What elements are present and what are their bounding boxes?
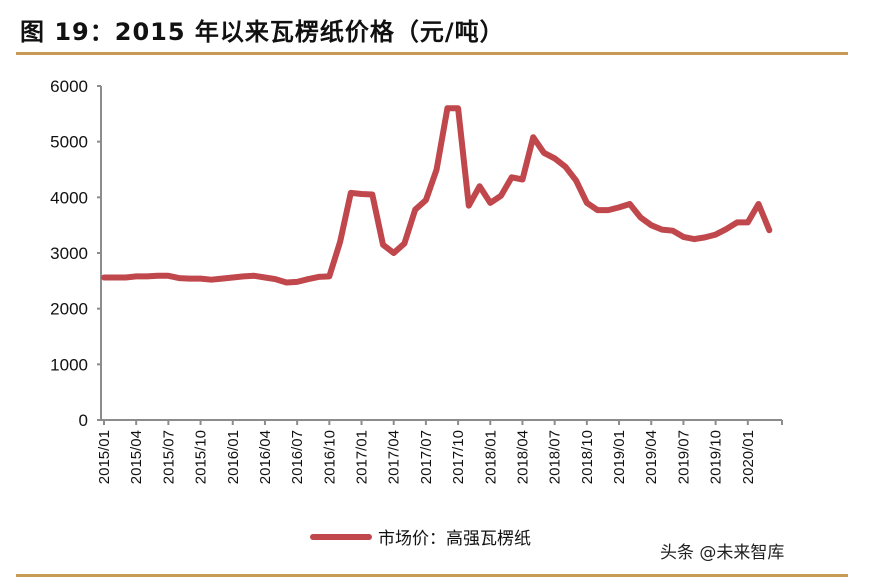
y-axis: 0 1000 2000 3000 4000 5000 6000: [50, 77, 102, 430]
x-tick-label: 2017/07: [418, 430, 435, 484]
x-tick-label: 2018/10: [579, 430, 596, 484]
x-tick-label: 2019/10: [708, 430, 725, 484]
legend-line-swatch: [310, 533, 372, 540]
x-tick-label: 2019/04: [643, 430, 660, 484]
x-tick-label: 2015/07: [160, 430, 177, 484]
x-tick-label: 2017/10: [450, 430, 467, 484]
x-tick-label: 2016/01: [225, 430, 242, 484]
x-tick-label: 2015/10: [193, 430, 210, 484]
price-line: [101, 105, 773, 286]
x-tick-label: 2017/04: [386, 430, 403, 484]
x-tick-label: 2020/01: [740, 430, 757, 484]
x-tick-label: 2019/07: [675, 430, 692, 484]
y-tick-label: 4000: [50, 188, 88, 207]
x-tick-label: 2016/04: [257, 430, 274, 484]
x-tick-label: 2016/07: [289, 430, 306, 484]
chart-title: 图 19：2015 年以来瓦楞纸价格（元/吨）: [20, 18, 505, 46]
y-tick-label: 5000: [50, 133, 88, 152]
x-tick-label: 2019/01: [611, 430, 628, 484]
x-tick-label: 2018/07: [547, 430, 564, 484]
legend-label: 市场价：高强瓦楞纸: [378, 529, 531, 549]
y-tick-label: 1000: [50, 355, 88, 374]
y-tick-label: 0: [79, 411, 88, 430]
legend: 市场价：高强瓦楞纸: [310, 524, 531, 549]
x-tick-label: 2018/01: [482, 430, 499, 484]
x-tick-label: 2017/01: [354, 430, 371, 484]
y-tick-label: 2000: [50, 300, 88, 319]
top-divider: [16, 52, 848, 55]
x-tick-label: 2015/01: [96, 430, 113, 484]
x-axis: 2015/01 2015/04 2015/07 2015/10 2016/01 2016/…: [96, 419, 783, 484]
bottom-divider: [16, 574, 848, 577]
x-tick-label: 2018/04: [514, 430, 531, 484]
y-tick-label: 3000: [50, 244, 88, 263]
watermark: 头条 @未来智库: [660, 543, 785, 563]
x-tick-label: 2015/04: [128, 430, 145, 484]
x-tick-label: 2016/10: [321, 430, 338, 484]
y-tick-label: 6000: [50, 77, 88, 96]
